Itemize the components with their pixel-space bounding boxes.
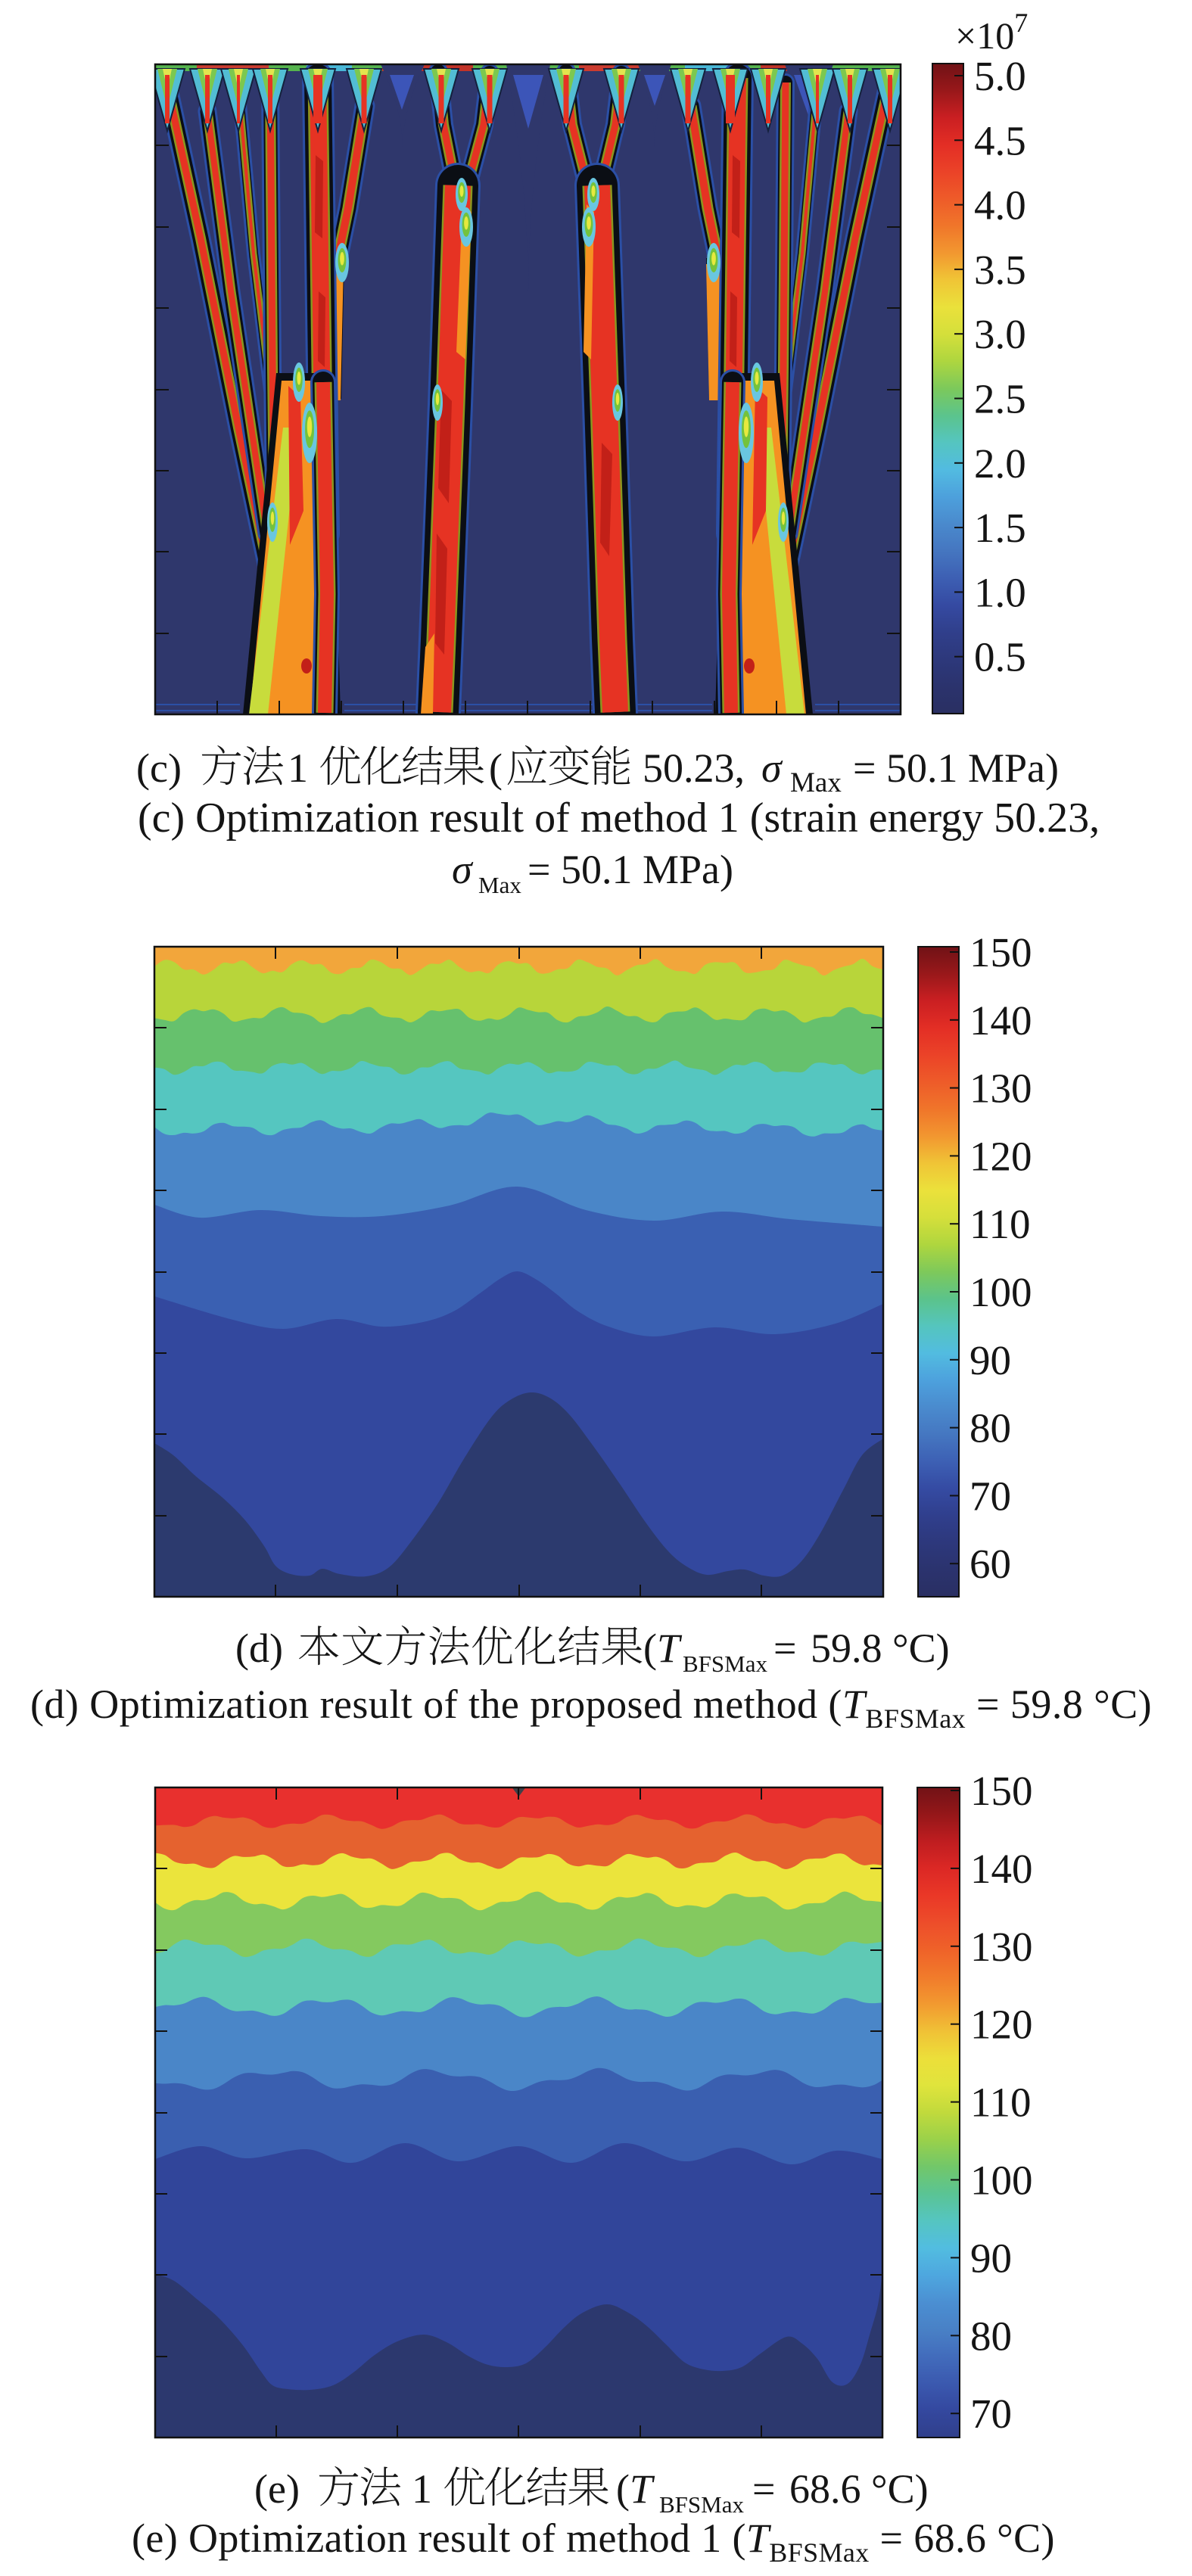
svg-text:130: 130 xyxy=(970,1924,1033,1970)
svg-text:60: 60 xyxy=(969,1541,1011,1587)
svg-text:140: 140 xyxy=(969,997,1032,1044)
svg-text:σ: σ xyxy=(452,847,474,892)
svg-text:4.5: 4.5 xyxy=(974,117,1026,163)
svg-text:110: 110 xyxy=(969,1201,1030,1247)
svg-text:110: 110 xyxy=(970,2080,1031,2126)
svg-text:4.0: 4.0 xyxy=(974,182,1026,229)
svg-text:=: = xyxy=(773,1626,796,1671)
svg-text:= 50.1 MPa): = 50.1 MPa) xyxy=(853,745,1059,791)
svg-text:70: 70 xyxy=(969,1473,1011,1519)
svg-text:1: 1 xyxy=(288,745,308,791)
svg-text:BFSMax: BFSMax xyxy=(659,2491,744,2518)
svg-text:(: ( xyxy=(489,745,503,791)
svg-text:5.0: 5.0 xyxy=(974,53,1026,99)
svg-text:80: 80 xyxy=(970,2313,1012,2359)
svg-text:100: 100 xyxy=(970,2158,1033,2204)
svg-text:80: 80 xyxy=(969,1405,1011,1451)
svg-text:1: 1 xyxy=(412,2466,432,2512)
svg-text:(e): (e) xyxy=(254,2466,300,2512)
svg-text:2.5: 2.5 xyxy=(974,376,1026,422)
svg-text:90: 90 xyxy=(969,1337,1011,1383)
svg-text:59.8 °C): 59.8 °C) xyxy=(811,1626,950,1671)
svg-text:2.0: 2.0 xyxy=(974,440,1026,487)
svg-text:150: 150 xyxy=(970,1768,1033,1814)
svg-text:σ: σ xyxy=(761,745,783,791)
svg-text:(T: (T xyxy=(616,2466,655,2512)
svg-text:150: 150 xyxy=(969,929,1032,975)
svg-text:100: 100 xyxy=(969,1269,1032,1315)
svg-text:120: 120 xyxy=(969,1133,1032,1179)
svg-text:120: 120 xyxy=(970,2002,1033,2048)
svg-text:130: 130 xyxy=(969,1066,1032,1112)
svg-text:3.0: 3.0 xyxy=(974,311,1026,357)
svg-text:70: 70 xyxy=(970,2391,1012,2437)
svg-text:140: 140 xyxy=(970,1846,1033,1892)
svg-text:(d) Optimization result of the: (d) Optimization result of the proposed … xyxy=(30,1682,1152,1734)
svg-text:90: 90 xyxy=(970,2235,1012,2281)
svg-text:1.0: 1.0 xyxy=(974,569,1026,615)
svg-text:(e) Optimization result of met: (e) Optimization result of method 1 (TBF… xyxy=(132,2515,1055,2568)
svg-text:68.6 °C): 68.6 °C) xyxy=(789,2466,929,2512)
svg-text:Max: Max xyxy=(478,872,521,898)
svg-text:=: = xyxy=(752,2466,775,2512)
svg-text:= 50.1 MPa): = 50.1 MPa) xyxy=(528,847,733,892)
svg-text:(c) Optimization result of met: (c) Optimization result of method 1 (str… xyxy=(138,795,1100,842)
svg-text:(T: (T xyxy=(643,1626,683,1671)
svg-text:Max: Max xyxy=(790,767,842,798)
svg-text:3.5: 3.5 xyxy=(974,247,1026,293)
svg-text:BFSMax: BFSMax xyxy=(683,1650,767,1677)
svg-text:1.5: 1.5 xyxy=(974,505,1026,551)
svg-text:0.5: 0.5 xyxy=(974,634,1026,680)
svg-text:50.23,: 50.23, xyxy=(643,745,745,791)
svg-text:(c): (c) xyxy=(136,745,182,791)
svg-text:(d): (d) xyxy=(235,1626,283,1671)
